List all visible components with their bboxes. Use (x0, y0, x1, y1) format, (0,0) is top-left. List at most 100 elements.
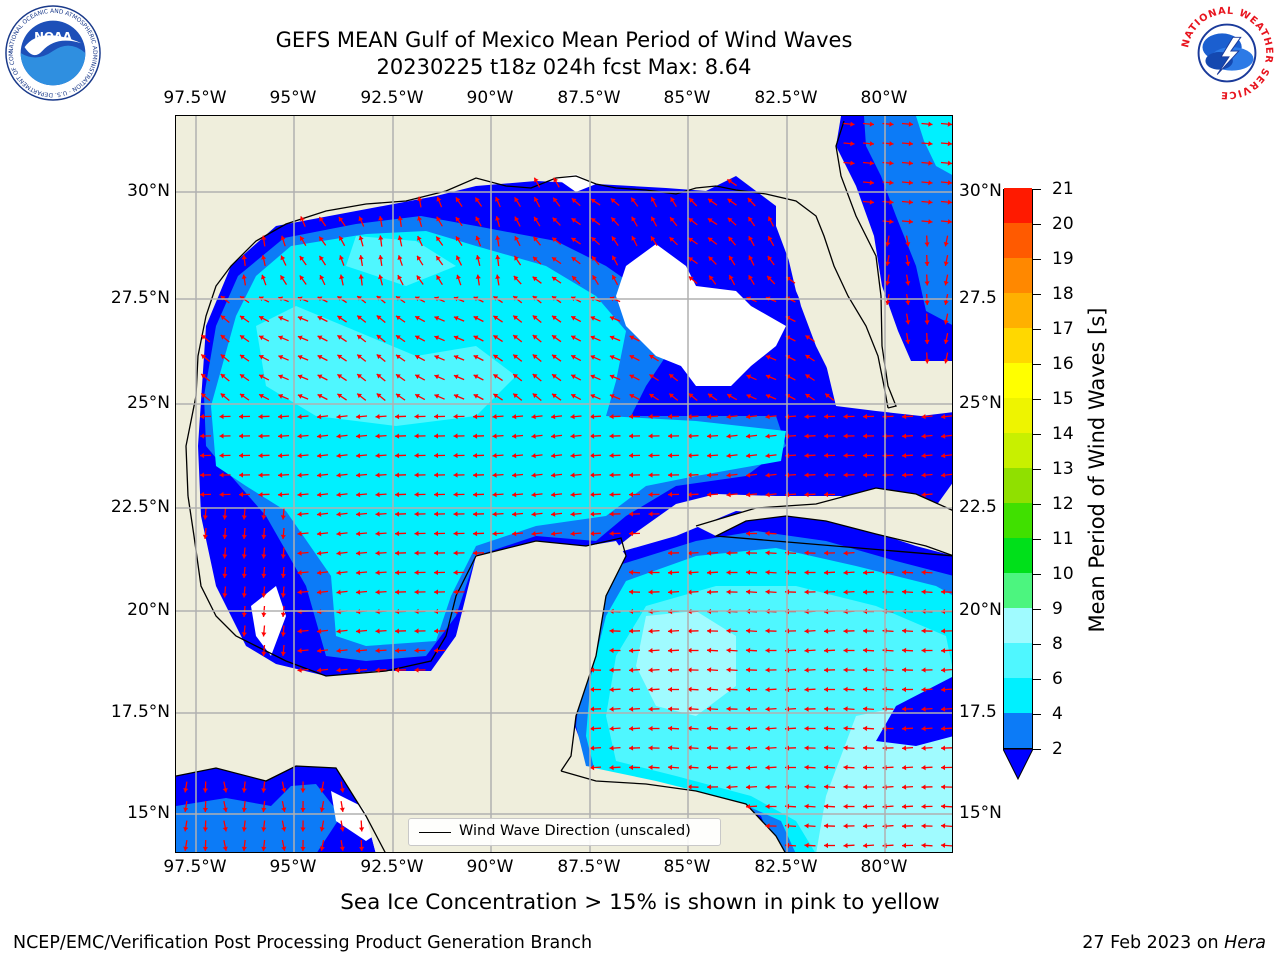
colorbar-tick (1033, 504, 1041, 505)
wind-wave-arrowhead (317, 414, 322, 420)
wind-wave-arrowhead (455, 197, 461, 203)
wind-wave-arrowhead (648, 687, 653, 693)
wind-wave-arrowhead (475, 216, 480, 222)
wind-wave-arrowhead (356, 472, 361, 478)
wind-wave-arrowhead (727, 179, 733, 184)
wind-wave-arrowhead (241, 573, 247, 578)
colorbar-title: Mean Period of Wind Waves [s] (1085, 307, 1109, 633)
wind-wave-arrowhead (571, 218, 577, 223)
wind-wave-arrowhead (239, 491, 243, 498)
no-data-area (616, 244, 786, 386)
wind-wave-arrowhead (943, 320, 949, 325)
wind-wave-arrowhead (905, 281, 911, 286)
wind-wave-arrowhead (941, 648, 946, 654)
wind-wave-arrowhead (317, 531, 322, 537)
wind-wave-arrowhead (843, 745, 848, 751)
wind-wave-arrowhead (727, 198, 733, 204)
wind-wave-arrowhead (222, 788, 228, 793)
wind-wave-arrowhead (337, 393, 343, 399)
wind-wave-arrowhead (240, 393, 245, 399)
wind-wave-arrowhead (843, 686, 848, 692)
wind-wave-arrowhead (687, 667, 692, 673)
wind-wave-arrowhead (339, 236, 344, 241)
wind-wave-arrowhead (902, 589, 907, 595)
sea-ice-note: Sea Ice Concentration > 15% is shown in … (340, 890, 940, 915)
wind-wave-arrowhead (414, 452, 419, 459)
nws-logo: NATIONAL WEATHER SERVICE (1179, 6, 1275, 100)
wind-wave-arrowhead (376, 354, 382, 360)
bottom-lon-tick-label: 87.5°W (557, 857, 621, 877)
wind-wave-arrowhead (905, 261, 911, 266)
wind-wave-arrowhead (668, 433, 673, 439)
wind-wave-arrowhead (843, 667, 848, 673)
wind-wave-arrowhead (921, 745, 926, 751)
wind-wave-arrowhead (552, 374, 557, 379)
pacific-no-data (331, 791, 381, 841)
wind-wave-arrowhead (278, 316, 284, 321)
wind-wave-arrowhead (924, 242, 930, 247)
wind-wave-arrowhead (726, 686, 731, 692)
wind-wave-arrowhead (436, 256, 441, 261)
wind-wave-arrowhead (824, 472, 829, 478)
wind-wave-arrowhead (436, 216, 441, 222)
wind-wave-arrowhead (434, 491, 438, 498)
wind-wave-arrowhead (609, 511, 614, 517)
map-legend: Wind Wave Direction (unscaled) (408, 818, 721, 846)
wind-wave-arrowhead (552, 393, 557, 399)
colorbar-segment (1004, 642, 1032, 678)
wind-wave-arrowhead (765, 433, 770, 439)
wind-wave-arrowhead (376, 393, 382, 399)
wind-wave-arrowhead (941, 687, 946, 693)
wind-wave-arrowhead (921, 823, 926, 829)
wind-wave-arrowhead (280, 255, 286, 261)
wind-wave-arrowhead (434, 550, 438, 556)
wind-wave-arrowhead (356, 589, 361, 595)
wind-wave-arrowhead (336, 492, 341, 498)
wind-wave-arrowhead (631, 216, 636, 222)
wind-wave-arrowhead (259, 316, 264, 321)
wind-wave-arrowhead (629, 764, 633, 771)
wind-wave-arrowhead (746, 647, 751, 653)
wind-wave-arrowhead (473, 433, 478, 439)
wind-wave-arrowhead (908, 219, 913, 225)
wind-wave-arrowhead (609, 472, 614, 478)
wind-wave-arrowhead (570, 453, 575, 459)
wind-wave-arrowhead (414, 511, 419, 517)
wind-wave-arrowhead (804, 667, 809, 673)
wind-wave-arrowhead (726, 472, 731, 478)
wind-wave-arrowhead (280, 275, 285, 281)
wind-wave-arrowhead (707, 745, 712, 751)
wind-wave-arrowhead (843, 550, 848, 556)
wind-wave-arrowhead (765, 414, 770, 420)
wind-wave-arrowhead (767, 276, 772, 281)
wind-wave-arrowhead (629, 687, 634, 693)
wind-wave-arrows (183, 121, 952, 852)
wind-wave-arrowhead (941, 414, 946, 420)
wind-wave-arrowhead (297, 335, 303, 341)
wind-wave-arrowhead (843, 843, 848, 849)
wind-wave-arrowhead (765, 472, 770, 478)
colorbar-segment (1004, 607, 1032, 643)
wind-wave-arrowhead (668, 667, 673, 673)
wind-wave-arrowhead (414, 433, 419, 439)
left-lat-tick-label: 27.5°N (110, 288, 170, 308)
wind-wave-arrowhead (222, 807, 228, 812)
wind-wave-arrowhead (668, 491, 673, 498)
chart-subtitle: 20230225 t18z 024h fcst Max: 8.64 (376, 55, 752, 79)
wind-wave-arrowhead (356, 570, 361, 576)
wind-wave-arrowhead (824, 589, 829, 595)
wind-wave-arrowhead (609, 316, 615, 321)
wind-wave-arrowhead (513, 335, 518, 340)
wind-wave-arrowhead (941, 803, 946, 809)
yucatan-coastline (475, 537, 627, 772)
wind-wave-arrowhead (651, 197, 656, 202)
wind-wave-arrowhead (688, 257, 694, 262)
wind-wave-arrowhead (455, 217, 461, 222)
wind-wave-arrowhead (947, 199, 952, 205)
wind-wave-arrowhead (631, 197, 636, 203)
wind-wave-arrowhead (668, 413, 673, 420)
wind-wave-arrowhead (902, 823, 907, 829)
wind-wave-arrowhead (357, 374, 362, 379)
wind-wave-arrowhead (649, 355, 655, 360)
wind-wave-arrowhead (336, 433, 341, 439)
